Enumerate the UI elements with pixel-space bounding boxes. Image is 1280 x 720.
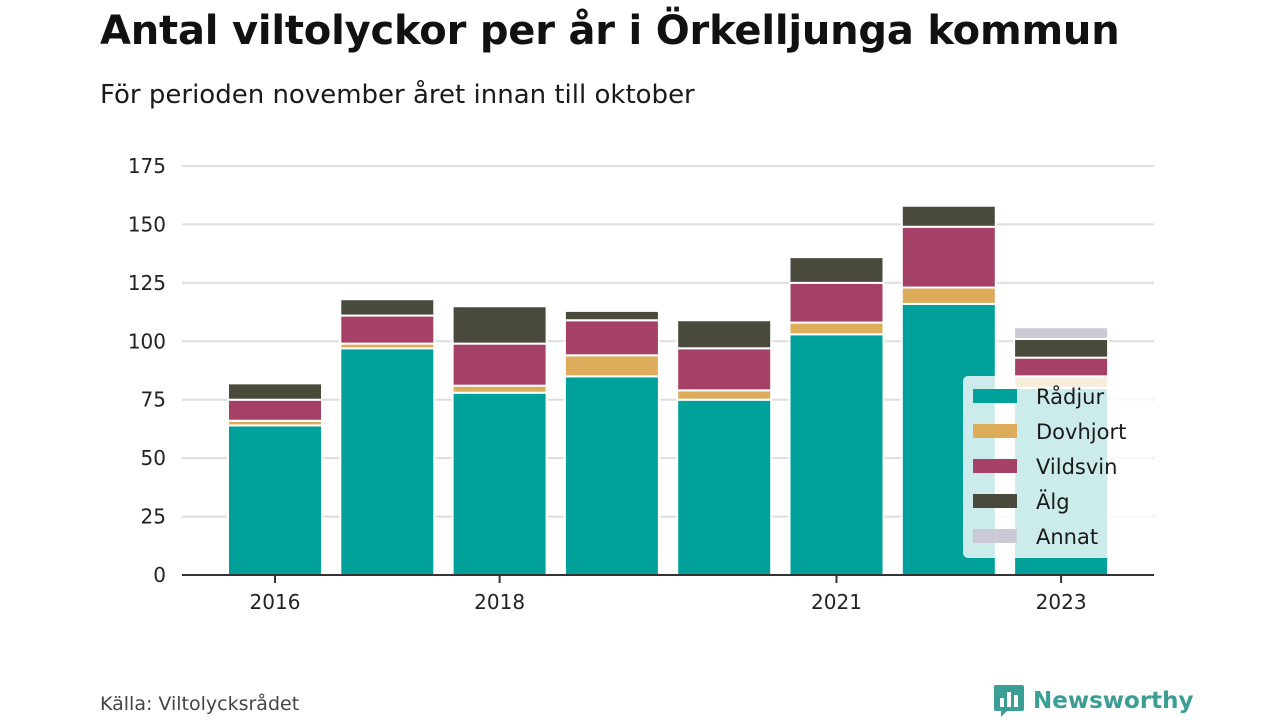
bar-segment-radjur-2019 [563,375,660,577]
bar-segment-vildsvin-2021 [788,281,885,324]
source-note: Källa: Viltolycksrådet [100,693,300,715]
chart-subtitle: För perioden november året innan till ok… [100,80,695,110]
bar-segment-alg-2018 [451,305,548,345]
y-tick-label: 175 [128,154,166,178]
legend-label-radjur: Rådjur [1036,384,1104,409]
bar-segment-radjur-2020 [676,398,773,577]
x-tick-label: 2018 [474,590,525,614]
bar-segment-vildsvin-2019 [563,319,660,357]
legend-swatch-vildsvin [973,459,1017,473]
bar-segment-radjur-2016 [227,424,323,576]
bar-segment-radjur-2018 [451,391,548,576]
bar-segment-radjur-2017 [339,347,436,576]
y-axis-ticks: 0 25 50 75 100 125 150 175 [128,154,166,587]
y-tick-label: 100 [128,329,166,353]
bar-segment-vildsvin-2018 [451,342,548,387]
bar-segment-dovhjort-2019 [563,354,660,378]
bar-segment-dovhjort-2022 [900,286,997,305]
y-tick-label: 75 [141,388,166,412]
chart-title: Antal viltolyckor per år i Örkelljunga k… [100,8,1120,54]
bar-chart-bubble-icon [994,685,1024,717]
bar-segment-alg-2017 [339,298,436,317]
legend-label-alg: Älg [1036,489,1070,514]
bar-segment-dovhjort-2021 [788,321,885,336]
legend-background [963,376,1153,558]
legend-swatch-radjur [973,389,1017,403]
bar-segment-alg-2016 [227,382,323,401]
legend-swatch-dovhjort [973,424,1017,438]
y-tick-label: 0 [153,563,166,587]
x-axis-ticks: 2016 2018 2021 2023 [250,575,1087,614]
legend-swatch-annat [973,529,1017,543]
legend-swatch-alg [973,494,1017,508]
bar-segment-annat-2023 [1013,326,1110,340]
bar-segment-alg-2021 [788,256,885,284]
newsworthy-logo: Newsworthy [993,684,1194,718]
y-tick-label: 125 [128,271,166,295]
bar-segment-dovhjort-2020 [676,389,773,401]
legend-label-vildsvin: Vildsvin [1036,455,1117,479]
bar-segment-vildsvin-2020 [676,347,773,392]
legend-label-dovhjort: Dovhjort [1036,420,1126,444]
bar-segment-alg-2019 [563,309,660,322]
y-tick-label: 150 [128,212,166,236]
legend: Rådjur Dovhjort Vildsvin Älg Annat [963,376,1153,558]
y-tick-label: 50 [141,446,166,470]
bar-segment-vildsvin-2023 [1013,356,1110,378]
bars [227,204,1110,577]
x-tick-label: 2023 [1036,590,1087,614]
legend-label-annat: Annat [1036,525,1098,549]
y-tick-label: 25 [141,505,166,529]
bar-segment-vildsvin-2022 [900,225,997,289]
bar-segment-vildsvin-2017 [339,314,436,345]
x-tick-label: 2021 [811,590,862,614]
bar-segment-alg-2023 [1013,337,1110,359]
bar-segment-alg-2022 [900,204,997,228]
brand-name: Newsworthy [1033,688,1194,714]
bar-segment-alg-2020 [676,319,773,350]
bar-segment-vildsvin-2016 [227,398,323,422]
bar-segment-dovhjort-2018 [451,384,548,394]
bar-segment-radjur-2021 [788,333,885,576]
x-tick-label: 2016 [250,590,301,614]
